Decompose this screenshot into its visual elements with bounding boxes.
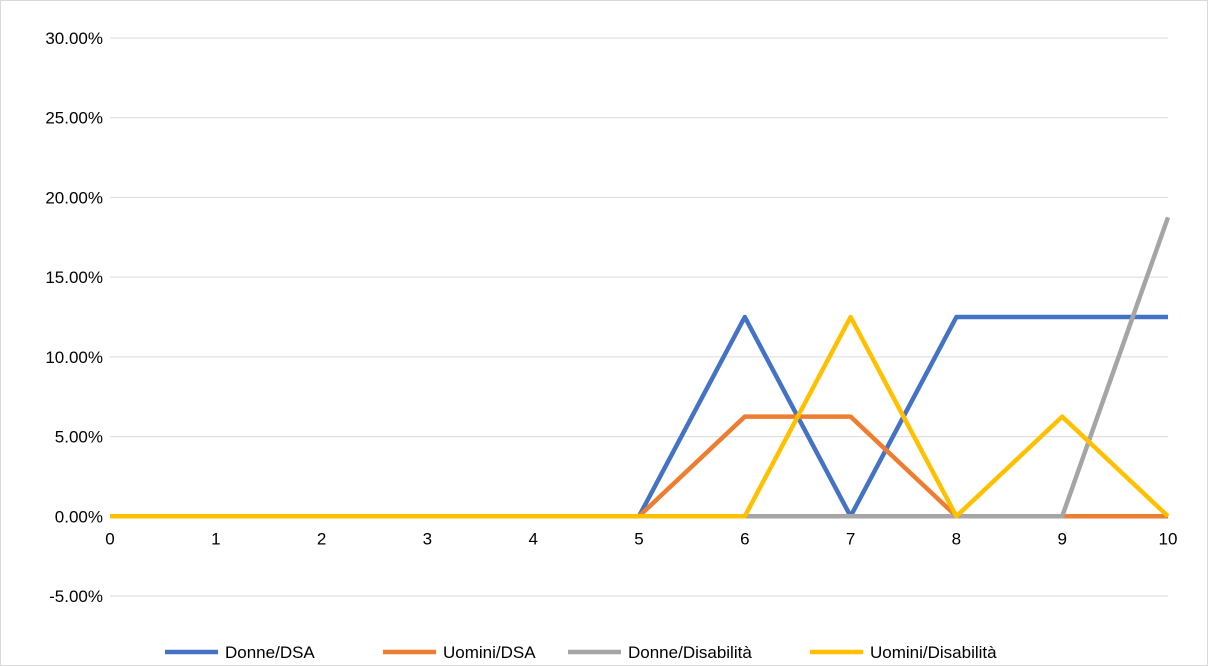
x-tick-label: 1: [211, 529, 220, 548]
series-lines: [110, 216, 1171, 519]
legend: Donne/DSA Uomini/DSA Donne/Disabilità Uomin…: [165, 643, 997, 662]
x-tick-label: 6: [740, 529, 749, 548]
y-tick-label: 20.00%: [45, 188, 103, 207]
y-tick-label: 25.00%: [45, 109, 103, 128]
y-tick-label: 15.00%: [45, 268, 103, 287]
y-tick-label: -5.00%: [49, 587, 103, 606]
x-tick-label: 4: [528, 529, 537, 548]
series-line: [110, 314, 1168, 519]
x-axis-tick-labels: 0 1 2 3 4 5 6 7 8 9 10: [105, 529, 1177, 548]
x-tick-label: 10: [1159, 529, 1178, 548]
legend-label: Uomini/Disabilità: [870, 643, 997, 662]
x-tick-label: 2: [317, 529, 326, 548]
legend-label: Donne/Disabilità: [628, 643, 752, 662]
y-tick-label: 10.00%: [45, 348, 103, 367]
y-axis-tick-labels: -5.00% 0.00% 5.00% 10.00% 15.00% 20.00% 25.00%…: [45, 29, 103, 606]
series-line: [110, 314, 1170, 519]
legend-label: Donne/DSA: [225, 643, 315, 662]
x-tick-label: 9: [1057, 529, 1066, 548]
x-tick-label: 3: [423, 529, 432, 548]
y-tick-label: 30.00%: [45, 29, 103, 48]
x-tick-label: 5: [634, 529, 643, 548]
y-tick-label: 5.00%: [55, 428, 103, 447]
series-line: [110, 216, 1171, 519]
y-tick-label: 0.00%: [55, 507, 103, 526]
x-tick-label: 0: [105, 529, 114, 548]
legend-label: Uomini/DSA: [443, 643, 536, 662]
x-tick-label: 7: [846, 529, 855, 548]
x-tick-label: 8: [952, 529, 961, 548]
